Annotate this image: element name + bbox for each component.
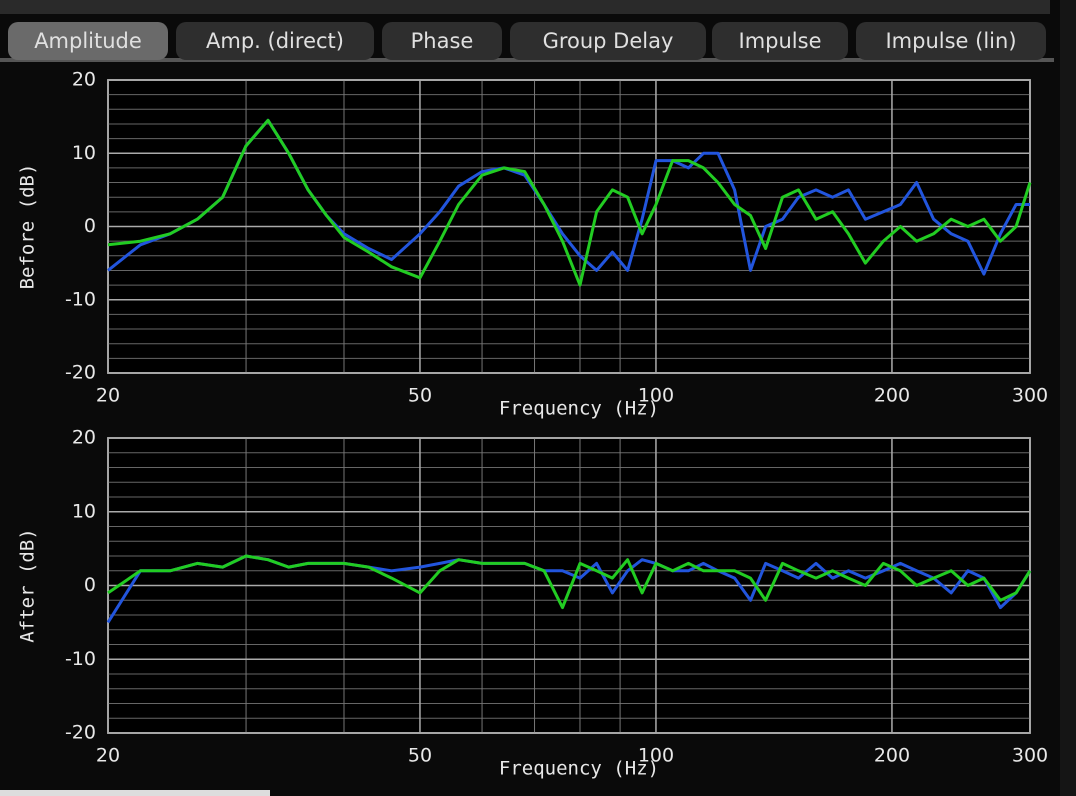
y-tick-label: 10 [72, 142, 96, 164]
x-tick-label: 50 [408, 745, 432, 767]
x-tick-label: 200 [874, 385, 910, 407]
y-tick-label: -20 [65, 362, 96, 384]
x-tick-label: 200 [874, 745, 910, 767]
series-line [107, 554, 1032, 610]
y-tick-label: 0 [84, 215, 96, 237]
x-tick-label: 50 [408, 385, 432, 407]
tab-label[interactable]: Impulse (lin) [885, 29, 1016, 53]
y-tick-label: 0 [84, 574, 96, 596]
tab-label[interactable]: Phase [411, 29, 474, 53]
x-tick-label: 100 [638, 385, 674, 407]
y-tick-label: 20 [72, 427, 96, 449]
tab[interactable] [510, 22, 706, 60]
y-axis-label: Before (dB) [17, 164, 39, 290]
x-axis-label: Frequency (Hz) [499, 398, 659, 420]
tab[interactable] [176, 22, 374, 60]
x-tick-label: 20 [96, 745, 120, 767]
top-bar [0, 0, 1050, 14]
tab[interactable] [8, 22, 168, 60]
y-tick-label: -10 [65, 288, 96, 310]
tab[interactable] [382, 22, 502, 60]
y-axis-label: After (dB) [17, 528, 39, 642]
tab[interactable] [712, 22, 848, 60]
x-tick-label: 100 [638, 745, 674, 767]
y-tick-label: 10 [72, 500, 96, 522]
side-panel [1060, 0, 1076, 796]
tab-label[interactable]: Amplitude [34, 29, 142, 53]
y-tick-label: 20 [72, 69, 96, 91]
x-tick-label: 300 [1012, 745, 1048, 767]
bottom-strip [0, 790, 270, 796]
tab-label[interactable]: Group Delay [543, 29, 674, 53]
tab-label[interactable]: Amp. (direct) [206, 29, 344, 53]
series-line [107, 118, 1032, 287]
x-tick-label: 20 [96, 385, 120, 407]
tab-label[interactable]: Impulse [739, 29, 822, 53]
tab[interactable] [856, 22, 1046, 60]
y-tick-label: -20 [65, 722, 96, 744]
x-tick-label: 300 [1012, 385, 1048, 407]
x-axis-label: Frequency (Hz) [499, 758, 659, 780]
y-tick-label: -10 [65, 648, 96, 670]
